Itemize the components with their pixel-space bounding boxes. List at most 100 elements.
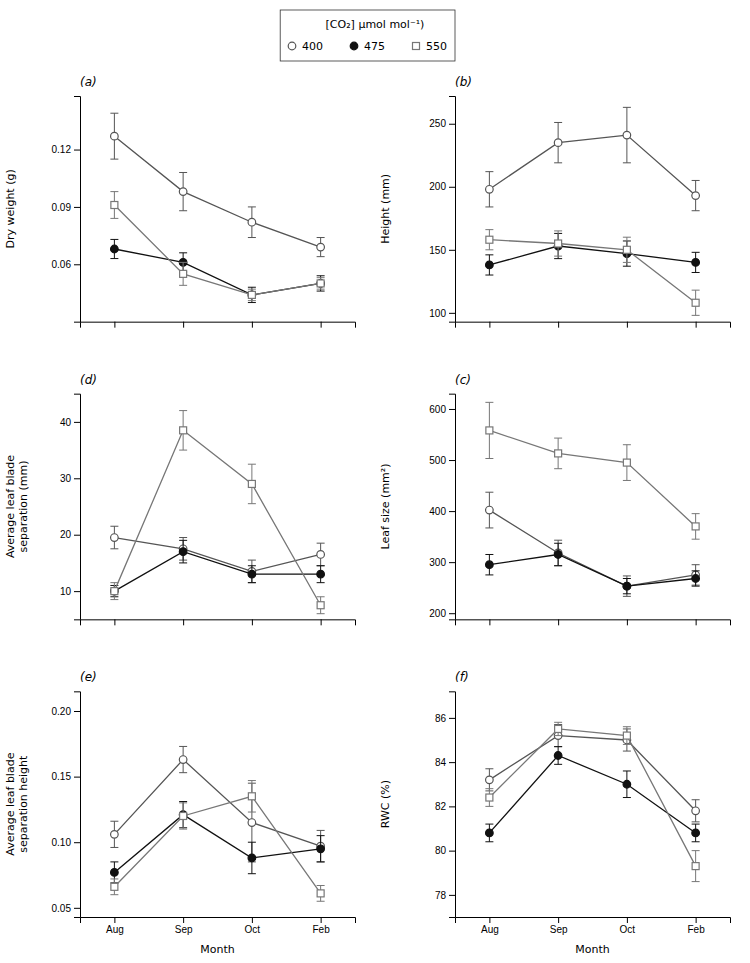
y-tick-label: 0.15 <box>52 771 72 782</box>
series-line <box>114 538 320 572</box>
y-axis-line <box>74 394 81 620</box>
point <box>486 506 494 514</box>
x-tick <box>321 619 322 625</box>
y-tick-mark <box>449 250 455 251</box>
point <box>111 869 119 877</box>
x-tick-mark <box>489 917 490 923</box>
point <box>692 575 700 583</box>
legend-swatch <box>288 42 296 50</box>
error-bar <box>179 172 187 210</box>
point <box>692 863 699 870</box>
y-tick-label: 250 <box>429 118 446 129</box>
y-axis-line <box>449 692 456 918</box>
point <box>317 845 325 853</box>
x-tick-mark <box>558 322 559 328</box>
error-bar <box>317 886 325 902</box>
error-bar <box>179 540 187 563</box>
point <box>623 459 630 466</box>
error-bar <box>317 830 325 861</box>
y-axis-title: RWC (%) <box>379 780 392 828</box>
point <box>111 587 119 595</box>
y-tick-mark <box>449 851 455 852</box>
series <box>485 543 699 594</box>
legend-swatch <box>413 43 420 50</box>
point <box>486 236 493 243</box>
x-tick: Feb <box>688 917 706 935</box>
error-bar <box>485 554 493 574</box>
x-tick-mark <box>489 619 490 625</box>
series-line <box>489 246 695 265</box>
y-tick-label: 84 <box>435 757 447 768</box>
error-bar <box>692 800 700 822</box>
error-bar <box>485 172 493 207</box>
plot-area <box>485 722 699 881</box>
error-bar <box>110 239 118 258</box>
y-axis-title: Average leaf bladeseparation height <box>4 752 30 855</box>
x-tick-mark <box>183 322 184 328</box>
y-axis-line <box>449 394 456 620</box>
error-bar <box>110 526 118 549</box>
point <box>486 185 494 193</box>
y-axis-title: Height (mm) <box>379 174 392 244</box>
error-bar <box>485 255 493 275</box>
error-bar <box>248 289 256 300</box>
y-tick: 86 <box>435 713 455 724</box>
point <box>179 756 187 764</box>
chart-svg: 0.060.090.12Dry weight (g)(a)10015020025… <box>0 0 750 963</box>
legend-content: [CO₂] μmol mol⁻¹)400475550 <box>288 18 447 53</box>
point <box>248 819 256 827</box>
x-tick-mark <box>696 322 697 328</box>
error-bar <box>248 842 256 873</box>
panel-title: (e) <box>80 670 97 684</box>
point <box>692 299 699 306</box>
x-tick <box>114 619 115 625</box>
y-tick-label: 0.20 <box>52 706 72 717</box>
point <box>623 131 631 139</box>
y-tick-mark <box>74 908 80 909</box>
x-tick-mark <box>114 619 115 625</box>
error-bar <box>179 803 187 829</box>
x-tick <box>696 322 697 328</box>
x-tick: Feb <box>313 917 331 935</box>
y-tick-mark <box>449 613 455 614</box>
y-tick-label: 10 <box>60 586 72 597</box>
x-tick-mark <box>183 917 184 923</box>
y-tick-mark <box>449 124 455 125</box>
point <box>248 291 256 299</box>
point <box>111 534 119 542</box>
x-axis: AugSepOctFeb <box>81 917 356 935</box>
x-tick-mark <box>114 322 115 328</box>
series <box>110 802 324 883</box>
panel-title: (d) <box>80 373 97 387</box>
x-tick-mark <box>558 917 559 923</box>
x-axis-line <box>81 322 356 328</box>
x-tick-mark <box>627 322 628 328</box>
point <box>317 551 325 559</box>
y-axis-title-line: RWC (%) <box>379 780 392 828</box>
series <box>485 402 699 539</box>
point <box>180 427 187 434</box>
x-tick <box>489 322 490 328</box>
y-tick: 84 <box>435 757 455 768</box>
y-tick-label: 400 <box>429 506 446 517</box>
x-tick <box>321 322 322 328</box>
error-bar <box>110 821 118 847</box>
y-tick-label: 200 <box>429 608 446 619</box>
x-axis <box>81 322 356 328</box>
error-bar <box>248 781 256 812</box>
plot-area <box>485 402 699 596</box>
point <box>180 270 187 277</box>
y-axis-title-line: separation height <box>17 755 30 853</box>
series-line <box>114 430 320 605</box>
error-bar <box>485 402 493 458</box>
error-bar <box>110 192 118 219</box>
error-bar <box>485 769 493 791</box>
series <box>110 192 324 301</box>
y-tick-label: 0.09 <box>52 202 72 213</box>
series-line <box>114 796 320 893</box>
series <box>485 722 699 881</box>
point <box>180 812 187 819</box>
series-line <box>489 240 695 303</box>
y-tick: 10 <box>60 586 80 597</box>
plot-area <box>485 107 699 315</box>
